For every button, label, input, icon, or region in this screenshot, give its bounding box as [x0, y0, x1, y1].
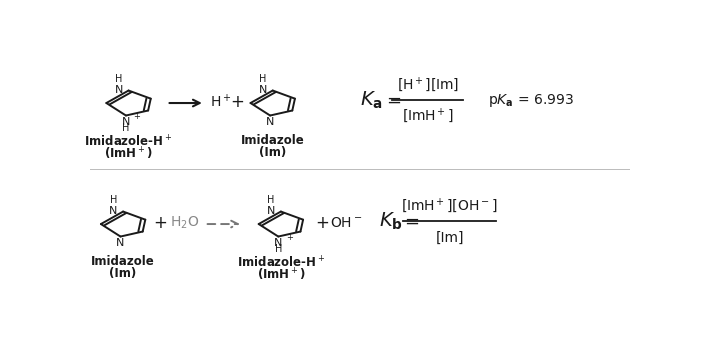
- Text: Imidazole: Imidazole: [91, 255, 155, 268]
- Text: (ImH$^+$): (ImH$^+$): [256, 267, 305, 283]
- Text: H: H: [259, 74, 267, 84]
- Text: N: N: [274, 238, 282, 248]
- Text: H$_2$O: H$_2$O: [170, 215, 199, 231]
- Text: Imidazole-H$^+$: Imidazole-H$^+$: [84, 134, 173, 149]
- Text: (ImH$^+$): (ImH$^+$): [104, 146, 153, 162]
- Text: =: =: [404, 213, 419, 231]
- Text: H: H: [267, 195, 274, 205]
- Text: OH$^-$: OH$^-$: [330, 216, 362, 230]
- Text: H$^+$: H$^+$: [211, 93, 232, 111]
- Text: Imidazole-H$^+$: Imidazole-H$^+$: [237, 255, 325, 271]
- Text: Imidazole: Imidazole: [241, 134, 305, 147]
- Text: N: N: [267, 206, 275, 216]
- Text: +: +: [153, 214, 167, 232]
- Text: [ImH$^+$][OH$^-$]: [ImH$^+$][OH$^-$]: [402, 196, 498, 215]
- Text: +: +: [230, 93, 244, 111]
- Text: [H$^+$][Im]: [H$^+$][Im]: [397, 75, 459, 94]
- Text: N: N: [109, 206, 117, 216]
- Text: H: H: [122, 123, 130, 133]
- Text: N: N: [114, 85, 123, 95]
- Text: N: N: [121, 117, 130, 127]
- Text: H: H: [115, 74, 122, 84]
- Text: H: H: [110, 195, 117, 205]
- Text: p$K_\mathbf{a}$ = 6.993: p$K_\mathbf{a}$ = 6.993: [488, 92, 574, 109]
- Text: +: +: [286, 233, 293, 242]
- Text: N: N: [266, 117, 274, 127]
- Text: H: H: [274, 244, 282, 254]
- Text: N: N: [117, 238, 125, 248]
- Text: =: =: [386, 91, 401, 110]
- Text: +: +: [133, 112, 140, 121]
- Text: (Im): (Im): [259, 146, 286, 159]
- Text: N: N: [259, 85, 267, 95]
- Text: $K_\mathbf{b}$: $K_\mathbf{b}$: [379, 211, 403, 232]
- Text: (Im): (Im): [110, 267, 137, 280]
- Text: +: +: [314, 214, 329, 232]
- Text: [ImH$^+$]: [ImH$^+$]: [402, 107, 453, 125]
- Text: $K_\mathbf{a}$: $K_\mathbf{a}$: [360, 90, 383, 111]
- Text: [Im]: [Im]: [435, 231, 464, 245]
